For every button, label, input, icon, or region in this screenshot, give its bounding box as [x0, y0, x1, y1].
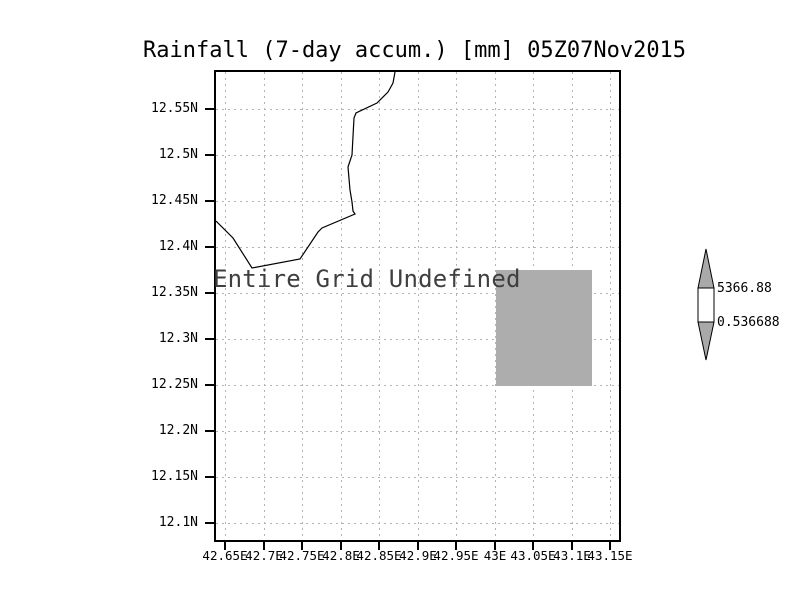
gridline-vertical — [264, 72, 265, 540]
x-axis-tick — [532, 542, 534, 550]
colorbar-upper-triangle — [697, 248, 715, 289]
y-axis-label: 12.3N — [158, 331, 198, 346]
y-axis-tick — [205, 430, 216, 432]
y-axis-tick — [205, 154, 216, 156]
y-axis-label: 12.55N — [151, 101, 198, 116]
gridline-horizontal — [216, 385, 619, 386]
gridline-horizontal — [216, 431, 619, 432]
y-axis-tick — [205, 522, 216, 524]
y-axis-tick — [205, 384, 216, 386]
y-axis-tick — [205, 338, 216, 340]
gridline-horizontal — [216, 247, 619, 248]
x-axis-tick — [455, 542, 457, 550]
undefined-grid-annotation: Entire Grid Undefined — [213, 265, 521, 293]
x-axis-tick — [301, 542, 303, 550]
y-axis-label: 12.2N — [158, 423, 198, 438]
x-axis-tick — [378, 542, 380, 550]
plot-area — [214, 70, 621, 542]
x-axis-tick — [417, 542, 419, 550]
colorbar-box — [697, 287, 715, 323]
chart-title: Rainfall (7-day accum.) [mm] 05Z07Nov201… — [143, 38, 687, 63]
y-axis-label: 12.45N — [151, 193, 198, 208]
x-axis-tick — [571, 542, 573, 550]
x-axis-tick — [224, 542, 226, 550]
x-axis-label: 43.05E — [510, 548, 556, 563]
x-axis-label: 43E — [483, 548, 507, 563]
colorbar-min-label: 0.536688 — [717, 315, 780, 330]
gridline-horizontal — [216, 293, 619, 294]
gridline-horizontal — [216, 201, 619, 202]
y-axis-label: 12.15N — [151, 469, 198, 484]
colorbar-lower-triangle — [697, 321, 715, 361]
x-axis-tick — [340, 542, 342, 550]
x-axis-label: 42.65E — [202, 548, 248, 563]
gridline-vertical — [341, 72, 342, 540]
x-axis-tick — [263, 542, 265, 550]
gridline-vertical — [610, 72, 611, 540]
gridline-vertical — [225, 72, 226, 540]
y-axis-label: 12.35N — [151, 285, 198, 300]
colorbar-arrow — [697, 248, 715, 361]
gridline-vertical — [495, 72, 496, 540]
x-axis-label: 42.8E — [322, 548, 360, 563]
x-axis-label: 43.1E — [553, 548, 591, 563]
coastline-map-outline — [216, 72, 396, 269]
gridline-horizontal — [216, 523, 619, 524]
gridline-horizontal — [216, 109, 619, 110]
gridline-vertical — [456, 72, 457, 540]
x-axis-label: 42.85E — [356, 548, 402, 563]
gridline-vertical — [418, 72, 419, 540]
gridline-horizontal — [216, 339, 619, 340]
y-axis-label: 12.4N — [158, 239, 198, 254]
y-axis-tick — [205, 476, 216, 478]
y-axis-tick — [205, 108, 216, 110]
colorbar-max-label: 5366.88 — [717, 281, 772, 296]
x-axis-label: 42.75E — [279, 548, 325, 563]
gridline-vertical — [302, 72, 303, 540]
gridline-vertical — [379, 72, 380, 540]
x-axis-label: 42.9E — [399, 548, 437, 563]
x-axis-label: 43.15E — [587, 548, 633, 563]
y-axis-label: 12.5N — [158, 147, 198, 162]
gridline-horizontal — [216, 155, 619, 156]
x-axis-tick — [609, 542, 611, 550]
y-axis-tick — [205, 200, 216, 202]
y-axis-tick — [205, 292, 216, 294]
x-axis-tick — [494, 542, 496, 550]
y-axis-label: 12.1N — [158, 515, 198, 530]
x-axis-label: 42.95E — [433, 548, 479, 563]
gridline-horizontal — [216, 477, 619, 478]
y-axis-tick — [205, 246, 216, 248]
y-axis-label: 12.25N — [151, 377, 198, 392]
x-axis-label: 42.7E — [245, 548, 283, 563]
undefined-shaded-region — [496, 270, 592, 386]
